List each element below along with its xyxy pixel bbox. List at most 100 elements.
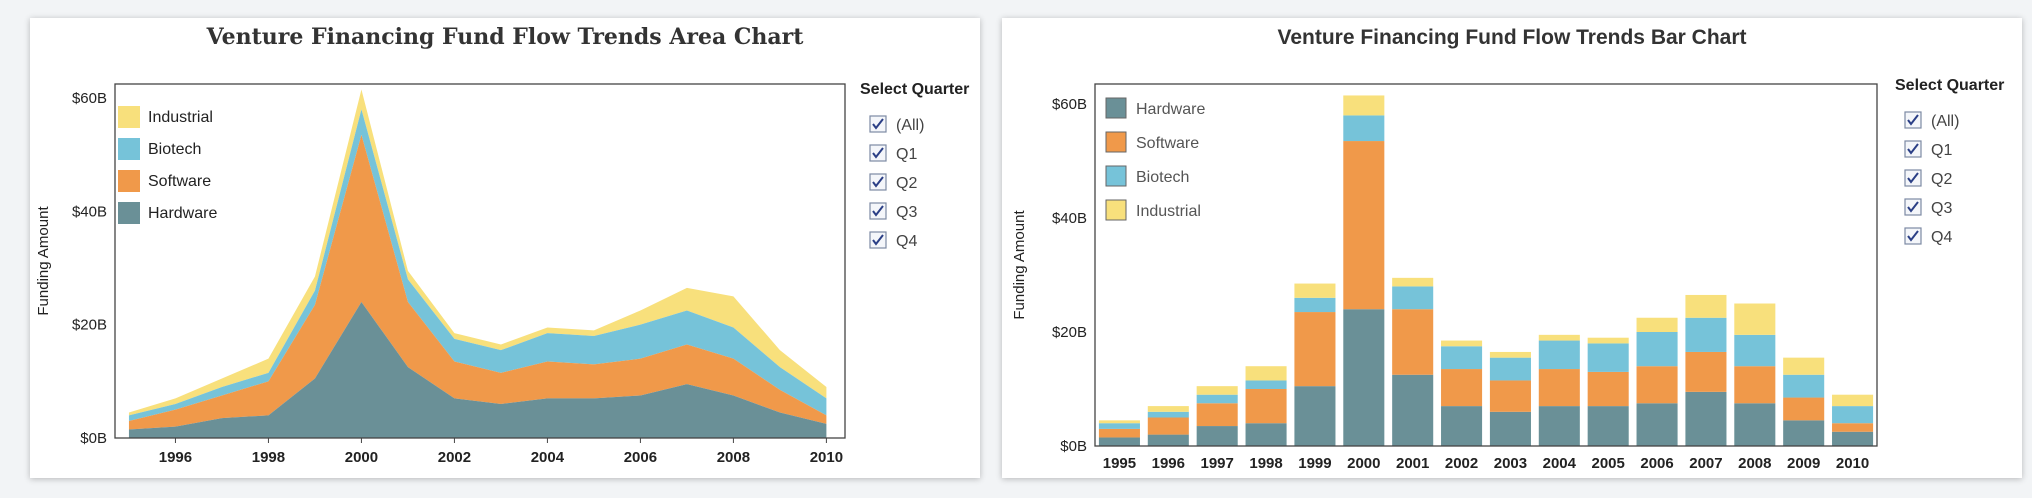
bar-biotech — [1245, 380, 1287, 389]
checkbox-label: Q1 — [1931, 142, 1952, 159]
y-tick-label: $40B — [1052, 210, 1087, 227]
bar-hardware — [1196, 426, 1238, 446]
x-tick-label: 2003 — [1494, 455, 1527, 472]
checkbox-label: Q2 — [896, 175, 917, 192]
bar-industrial — [1587, 337, 1629, 344]
bar-biotech — [1587, 343, 1629, 372]
bar-industrial — [1734, 303, 1776, 335]
bar-industrial — [1343, 95, 1385, 116]
bar-software — [1538, 369, 1580, 407]
check-icon — [872, 176, 884, 188]
checkbox-label: Q3 — [896, 204, 917, 221]
bar-hardware — [1832, 431, 1874, 446]
bar-software — [1147, 417, 1189, 435]
bar-industrial — [1392, 277, 1434, 287]
legend-swatch-software — [118, 170, 140, 192]
area-biotech — [128, 109, 827, 421]
bar-industrial — [1832, 394, 1874, 407]
x-tick-label: 2010 — [810, 449, 843, 466]
bar-software — [1587, 371, 1629, 407]
legend-swatch-biotech — [1105, 165, 1127, 187]
bar-industrial — [1489, 351, 1531, 358]
x-tick-label: 2006 — [624, 449, 657, 466]
x-tick-label: 1996 — [159, 449, 192, 466]
bar-hardware — [1636, 403, 1678, 446]
x-tick-label: 2002 — [438, 449, 471, 466]
bar-software — [1685, 351, 1727, 392]
legend-label: Software — [148, 173, 211, 190]
quarter-option[interactable]: Q4 — [869, 231, 917, 250]
bar-software — [1343, 141, 1385, 310]
bar-software — [1832, 423, 1874, 432]
bar-industrial — [1783, 357, 1825, 375]
quarter-option[interactable]: Q3 — [1904, 198, 1952, 217]
legend-swatch-software — [1105, 131, 1127, 153]
x-tick-label: 2000 — [345, 449, 378, 466]
x-tick-label: 2005 — [1592, 455, 1625, 472]
bar-chart-panel: Venture Financing Fund Flow Trends Bar C… — [1002, 18, 2022, 478]
legend-label: Hardware — [148, 205, 217, 222]
check-icon — [872, 234, 884, 246]
bar-hardware — [1783, 420, 1825, 446]
bar-software — [1245, 389, 1287, 424]
legend-swatch-biotech — [118, 138, 140, 160]
x-tick-label: 2002 — [1445, 455, 1478, 472]
bar-industrial — [1441, 340, 1483, 347]
checkbox-label: Q4 — [896, 233, 917, 250]
check-icon — [872, 205, 884, 217]
y-tick-label: $0B — [80, 430, 107, 447]
bar-biotech — [1294, 297, 1336, 313]
y-tick-label: $20B — [72, 317, 107, 334]
bar-biotech — [1734, 334, 1776, 367]
check-icon — [1907, 143, 1919, 155]
chart-title: Venture Financing Fund Flow Trends Bar C… — [1277, 26, 1746, 49]
x-tick-label: 2007 — [1689, 455, 1722, 472]
y-tick-label: $20B — [1052, 324, 1087, 341]
bar-biotech — [1343, 115, 1385, 142]
y-tick-label: $60B — [72, 90, 107, 107]
bar-biotech — [1832, 406, 1874, 424]
quarter-option[interactable]: Q4 — [1904, 227, 1952, 246]
quarter-option[interactable]: (All) — [869, 115, 924, 134]
legend-swatch-industrial — [1105, 199, 1127, 221]
check-icon — [1907, 201, 1919, 213]
legend-swatch-industrial — [118, 106, 140, 128]
bar-hardware — [1098, 437, 1140, 446]
bar-software — [1734, 366, 1776, 404]
x-tick-label: 2009 — [1787, 455, 1820, 472]
x-tick-label: 1999 — [1298, 455, 1331, 472]
bar-industrial — [1685, 294, 1727, 318]
legend-swatch-hardware — [118, 202, 140, 224]
quarter-option[interactable]: Q1 — [869, 144, 917, 163]
legend-label: Biotech — [1136, 169, 1189, 186]
checkbox-label: (All) — [896, 117, 924, 134]
quarter-option[interactable]: Q1 — [1904, 140, 1952, 159]
x-tick-label: 1995 — [1103, 455, 1136, 472]
bar-industrial — [1636, 317, 1678, 332]
quarter-option[interactable]: (All) — [1904, 111, 1959, 130]
x-tick-label: 2000 — [1347, 455, 1380, 472]
checkbox-label: Q1 — [896, 146, 917, 163]
legend-label: Hardware — [1136, 101, 1205, 118]
check-icon — [872, 118, 884, 130]
chart-title: Venture Financing Fund Flow Trends Area … — [206, 24, 805, 50]
plot-frame — [1094, 83, 1878, 447]
x-tick-label: 2010 — [1836, 455, 1869, 472]
filter-title: Select Quarter — [860, 81, 969, 98]
y-axis-label: Funding Amount — [35, 206, 52, 316]
area-chart: Venture Financing Fund Flow Trends Area … — [35, 24, 969, 466]
quarter-option[interactable]: Q2 — [869, 173, 917, 192]
bar-hardware — [1685, 391, 1727, 446]
x-tick-label: 2004 — [531, 449, 565, 466]
y-tick-label: $40B — [72, 203, 107, 220]
y-tick-label: $60B — [1052, 96, 1087, 113]
x-tick-label: 2008 — [1738, 455, 1771, 472]
x-tick-label: 1998 — [252, 449, 285, 466]
bar-industrial — [1538, 334, 1580, 341]
quarter-option[interactable]: Q3 — [869, 202, 917, 221]
bar-biotech — [1489, 357, 1531, 381]
x-tick-label: 2008 — [717, 449, 750, 466]
quarter-option[interactable]: Q2 — [1904, 169, 1952, 188]
checkbox-label: Q4 — [1931, 229, 1952, 246]
check-icon — [1907, 230, 1919, 242]
